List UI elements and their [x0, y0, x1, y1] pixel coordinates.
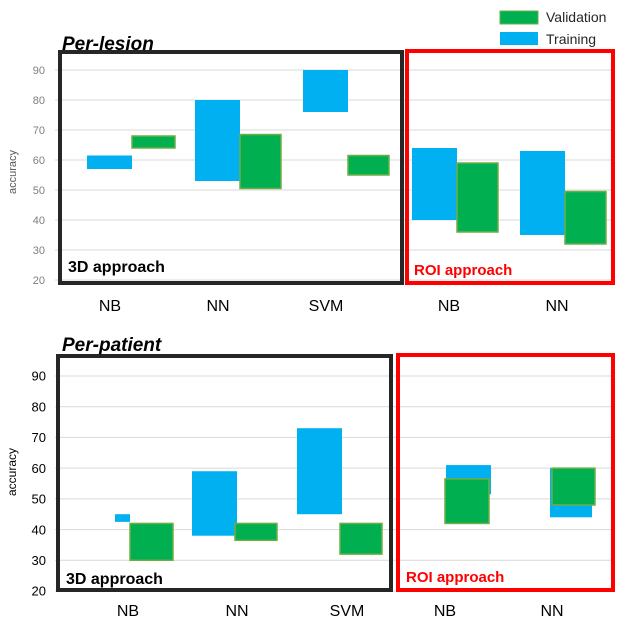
bar-training	[115, 514, 130, 522]
x-tick-label: NB	[117, 603, 139, 620]
bar-validation	[131, 135, 176, 149]
y-tick-label: 30	[33, 245, 45, 257]
group-box	[56, 354, 393, 592]
y-tick-label: 50	[32, 492, 46, 507]
legend-label-training: Training	[546, 31, 596, 47]
x-ticks: NB NN SVM NB NN	[99, 298, 569, 315]
y-tick-label: 80	[32, 399, 46, 414]
bar-validation	[444, 478, 490, 525]
y-axis-label: accuracy	[5, 448, 19, 496]
x-tick-label: SVM	[330, 603, 365, 620]
group-box	[58, 50, 404, 285]
y-tick-label: 60	[32, 461, 46, 476]
x-tick-label: NB	[99, 298, 121, 315]
bar-validation	[339, 522, 383, 555]
x-tick-label: NN	[540, 603, 563, 620]
bar-training	[192, 471, 237, 536]
y-tick-label: 20	[33, 275, 45, 287]
bar-validation	[551, 467, 596, 506]
group-label: ROI approach	[414, 262, 512, 279]
y-tick-label: 40	[32, 522, 46, 537]
bar-training	[412, 148, 457, 220]
x-ticks: NB NN SVM NB NN	[117, 603, 564, 620]
y-tick-label: 70	[32, 430, 46, 445]
x-tick-label: NN	[545, 298, 568, 315]
x-tick-label: NB	[434, 603, 456, 620]
y-ticks: 20 30 40 50 60 70 80 90	[33, 65, 45, 287]
bar-validation	[564, 190, 607, 245]
group-label: 3D approach	[66, 571, 163, 588]
y-axis-label: accuracy	[7, 149, 19, 194]
bar-training	[297, 428, 342, 515]
legend: Validation Training	[499, 9, 606, 47]
x-tick-label: NN	[206, 298, 229, 315]
y-tick-label: 20	[32, 584, 46, 599]
group-label: 3D approach	[68, 259, 165, 276]
bar-training	[303, 70, 348, 112]
x-tick-label: NN	[225, 603, 248, 620]
y-tick-label: 80	[33, 95, 45, 107]
x-tick-label: SVM	[309, 298, 344, 315]
y-tick-label: 90	[32, 369, 46, 384]
per-lesion-chart: Per-lesion accuracy 20 30 40 50 60 70 80 90 3D …	[7, 34, 615, 315]
y-tick-label: 30	[32, 553, 46, 568]
legend-swatch-validation	[499, 10, 539, 25]
group-boxes: 3D approach ROI approach	[58, 49, 615, 285]
bar-validation	[234, 522, 278, 542]
y-tick-label: 40	[33, 215, 45, 227]
chart-title: Per-patient	[62, 335, 162, 356]
group-boxes: 3D approach ROI approach	[56, 353, 615, 592]
bar-training	[195, 100, 240, 181]
bars	[115, 428, 596, 562]
bar-training	[87, 155, 132, 169]
group-box	[405, 49, 615, 285]
y-tick-label: 60	[33, 155, 45, 167]
y-tick-label: 70	[33, 125, 45, 137]
x-tick-label: NB	[438, 298, 460, 315]
y-tick-label: 50	[33, 185, 45, 197]
bar-validation	[239, 133, 282, 190]
bar-validation	[347, 154, 390, 176]
bar-validation	[129, 522, 174, 562]
per-patient-chart: Per-patient accuracy 20 30 40 50 60 70 80 90 3D…	[5, 335, 615, 620]
gridlines	[55, 69, 612, 281]
y-tick-label: 90	[33, 65, 45, 77]
bars	[87, 70, 607, 245]
bar-training	[520, 151, 565, 235]
legend-label-validation: Validation	[546, 9, 606, 25]
legend-swatch-training	[500, 32, 538, 45]
chart-title: Per-lesion	[62, 34, 154, 55]
group-box	[396, 353, 615, 592]
y-ticks: 20 30 40 50 60 70 80 90	[32, 369, 46, 599]
group-label: ROI approach	[406, 569, 504, 586]
bar-validation	[456, 162, 499, 233]
